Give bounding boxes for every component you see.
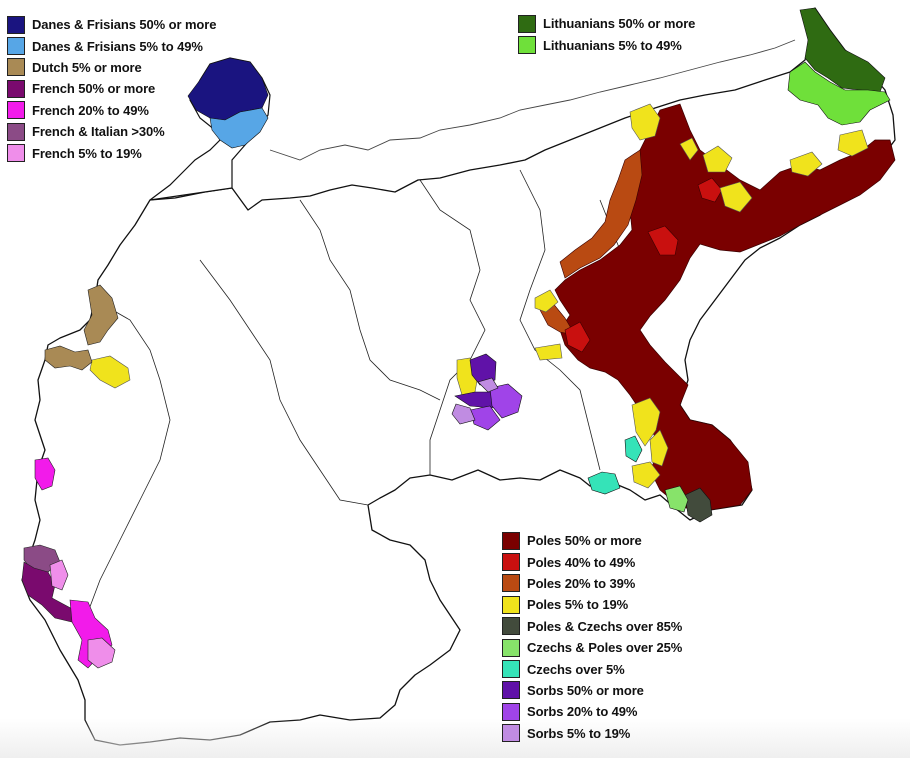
region-dutch: [83, 284, 119, 346]
legend-label: Poles 20% to 39%: [527, 575, 636, 591]
legend-swatch: [502, 638, 520, 657]
legend-label: Poles 5% to 19%: [527, 597, 629, 613]
legend-item: Poles & Czechs over 85%: [502, 616, 682, 637]
legend-swatch: [7, 37, 25, 56]
legend-item: French & Italian >30%: [7, 121, 216, 142]
legend-item: Sorbs 50% or more: [502, 680, 682, 701]
region-french-5-19: [49, 559, 69, 591]
region-poles-40-49: [647, 225, 679, 256]
legend-swatch: [7, 15, 25, 34]
legend-swatch: [502, 724, 520, 743]
legend-label: Poles & Czechs over 85%: [527, 618, 683, 634]
legend-swatch: [502, 660, 520, 679]
legend-swatch: [502, 553, 520, 572]
legend-item: Czechs over 5%: [502, 658, 682, 679]
legend-swatch: [7, 79, 25, 98]
region-czechs-poles-25: [664, 485, 689, 513]
legend-label: Dutch 5% or more: [32, 59, 142, 75]
legend-item: Danes & Frisians 5% to 49%: [7, 35, 216, 56]
region-sorbs-20-49-b: [469, 405, 501, 431]
region-sorbs-5-19-b: [477, 377, 499, 393]
legend-label: French 20% to 49%: [32, 102, 149, 118]
region-poles-czechs-85: [684, 487, 713, 523]
region-dutch-b: [44, 345, 93, 371]
legend-swatch: [502, 702, 520, 721]
legend-label: Sorbs 50% or more: [527, 682, 644, 698]
legend-item: Poles 20% to 39%: [502, 573, 682, 594]
legend-label: French 50% or more: [32, 81, 156, 97]
legend-item: Czechs & Poles over 25%: [502, 637, 682, 658]
legend-item: Sorbs 20% to 49%: [502, 701, 682, 722]
coastline: [269, 39, 796, 161]
legend-swatch: [7, 122, 25, 141]
region-danes-5-49: [209, 107, 269, 149]
legend-label: Sorbs 20% to 49%: [527, 704, 638, 720]
legend-item: Lithuanians 5% to 49%: [518, 34, 695, 55]
region-czechs-5-b: [587, 471, 621, 495]
legend-item: Poles 40% to 49%: [502, 551, 682, 572]
legend-label: Lithuanians 5% to 49%: [543, 37, 682, 53]
legend-item: Poles 5% to 19%: [502, 594, 682, 615]
legend-swatch: [502, 595, 520, 614]
legend-label: Poles 40% to 49%: [527, 554, 636, 570]
legend-label: Lithuanians 50% or more: [543, 16, 696, 32]
legend-swatch: [502, 681, 520, 700]
internal-boundaries: [84, 169, 621, 621]
region-czechs-5: [624, 435, 643, 463]
legend-top-right: Lithuanians 50% or more Lithuanians 5% to…: [518, 13, 695, 56]
legend-swatch: [7, 144, 25, 163]
legend-swatch: [502, 531, 520, 550]
legend-item: French 5% to 19%: [7, 142, 216, 163]
legend-label: Czechs over 5%: [527, 661, 625, 677]
legend-label: Czechs & Poles over 25%: [527, 640, 683, 656]
legend-swatch: [518, 14, 536, 33]
legend-label: Poles 50% or more: [527, 533, 642, 549]
region-french-20-49-north: [34, 457, 56, 491]
legend-swatch: [7, 58, 25, 77]
legend-label: Danes & Frisians 50% or more: [32, 17, 217, 33]
legend-swatch: [7, 101, 25, 120]
region-french-5-19-south: [87, 637, 116, 669]
legend-item: French 20% to 49%: [7, 100, 216, 121]
region-poles-20-39: [559, 149, 643, 279]
legend-item: Dutch 5% or more: [7, 57, 216, 78]
region-sorbs-50: [469, 353, 497, 386]
region-poles-40-49-b: [697, 177, 723, 203]
legend-swatch: [502, 574, 520, 593]
legend-swatch: [502, 617, 520, 636]
legend-item: Lithuanians 50% or more: [518, 13, 695, 34]
bottom-fade: [0, 718, 910, 758]
legend-item: French 50% or more: [7, 78, 216, 99]
legend-top-left: Danes & Frisians 50% or more Danes & Fris…: [7, 14, 216, 164]
region-poles-5-19: [89, 103, 869, 489]
region-sorbs-5-19: [451, 403, 476, 425]
region-sorbs-20-49: [489, 383, 523, 419]
legend-label: Sorbs 5% to 19%: [527, 725, 631, 741]
legend-item: Sorbs 5% to 19%: [502, 723, 682, 744]
legend-bottom: Poles 50% or more Poles 40% to 49% Poles 2…: [502, 530, 682, 744]
legend-item: Danes & Frisians 50% or more: [7, 14, 216, 35]
region-poles-40-49-c: [564, 321, 591, 353]
legend-label: French 5% to 19%: [32, 145, 142, 161]
legend-label: French & Italian >30%: [32, 124, 165, 140]
legend-label: Danes & Frisians 5% to 49%: [32, 38, 203, 54]
legend-swatch: [518, 36, 536, 55]
region-lithuanians-5-49: [787, 61, 891, 126]
legend-item: Poles 50% or more: [502, 530, 682, 551]
